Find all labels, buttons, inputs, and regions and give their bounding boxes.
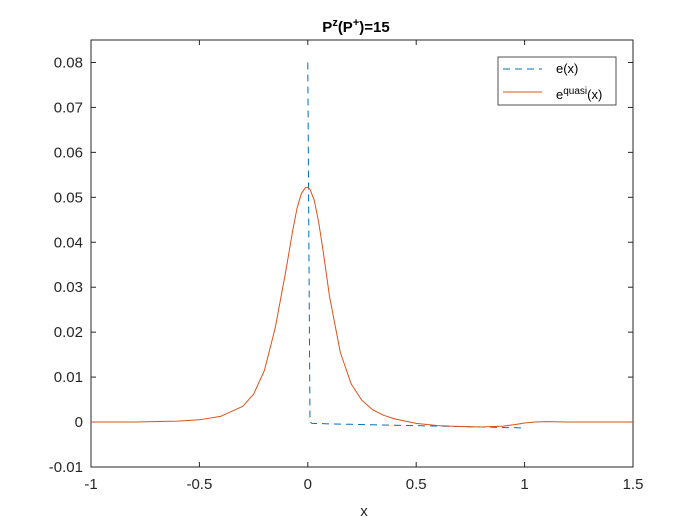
x-tick-label: 0 (304, 476, 312, 493)
y-tick-label: 0.08 (54, 54, 83, 71)
legend-equasi-after: (x) (587, 87, 602, 102)
x-axis-label: x (360, 503, 368, 520)
legend-label-e: e(x) (556, 61, 578, 76)
y-tick-label: 0.06 (54, 144, 83, 161)
y-tick-label: 0.04 (54, 234, 83, 251)
x-tick-label: 1.5 (623, 476, 644, 493)
y-tick-label: 0.07 (54, 99, 83, 116)
legend-label-equasi: equasi(x) (556, 86, 602, 103)
y-tick-label: 0.02 (54, 324, 83, 341)
title-end: )=15 (359, 19, 389, 36)
x-tick-label: -1 (84, 476, 97, 493)
y-tick-label: 0.03 (54, 279, 83, 296)
y-tick-label: 0.01 (54, 369, 83, 386)
chart-title: Pz(P+)=15 (322, 17, 389, 36)
legend-box (497, 56, 617, 106)
axes-box (90, 39, 634, 468)
x-tick-label: 0.5 (406, 476, 427, 493)
title-sup1: z (332, 17, 338, 29)
title-sup2: + (353, 17, 359, 29)
legend-equasi-sup: quasi (563, 86, 587, 97)
plot-area: -1 -0.5 0 0.5 1 1.5 -0.01 0 0.01 0.02 0.03 0.04 0.05… (49, 39, 644, 493)
y-tick-label: -0.01 (49, 459, 83, 476)
series-layer (91, 62, 633, 429)
x-tick-label: -0.5 (186, 476, 212, 493)
series-line-equasi (91, 186, 633, 428)
series-line-e (307, 62, 525, 429)
ticks: -1 -0.5 0 0.5 1 1.5 -0.01 0 0.01 0.02 0.03 0.04 0.05… (49, 40, 644, 493)
legend: e(x) equasi(x) (497, 56, 617, 106)
legend-e-base: e(x) (556, 61, 578, 76)
legend-equasi-base: e (556, 87, 563, 102)
x-tick-label: 1 (520, 476, 528, 493)
y-tick-label: 0 (75, 414, 83, 431)
title-middle: (P (338, 19, 353, 36)
y-tick-label: 0.05 (54, 189, 83, 206)
title-base: P (322, 19, 332, 36)
